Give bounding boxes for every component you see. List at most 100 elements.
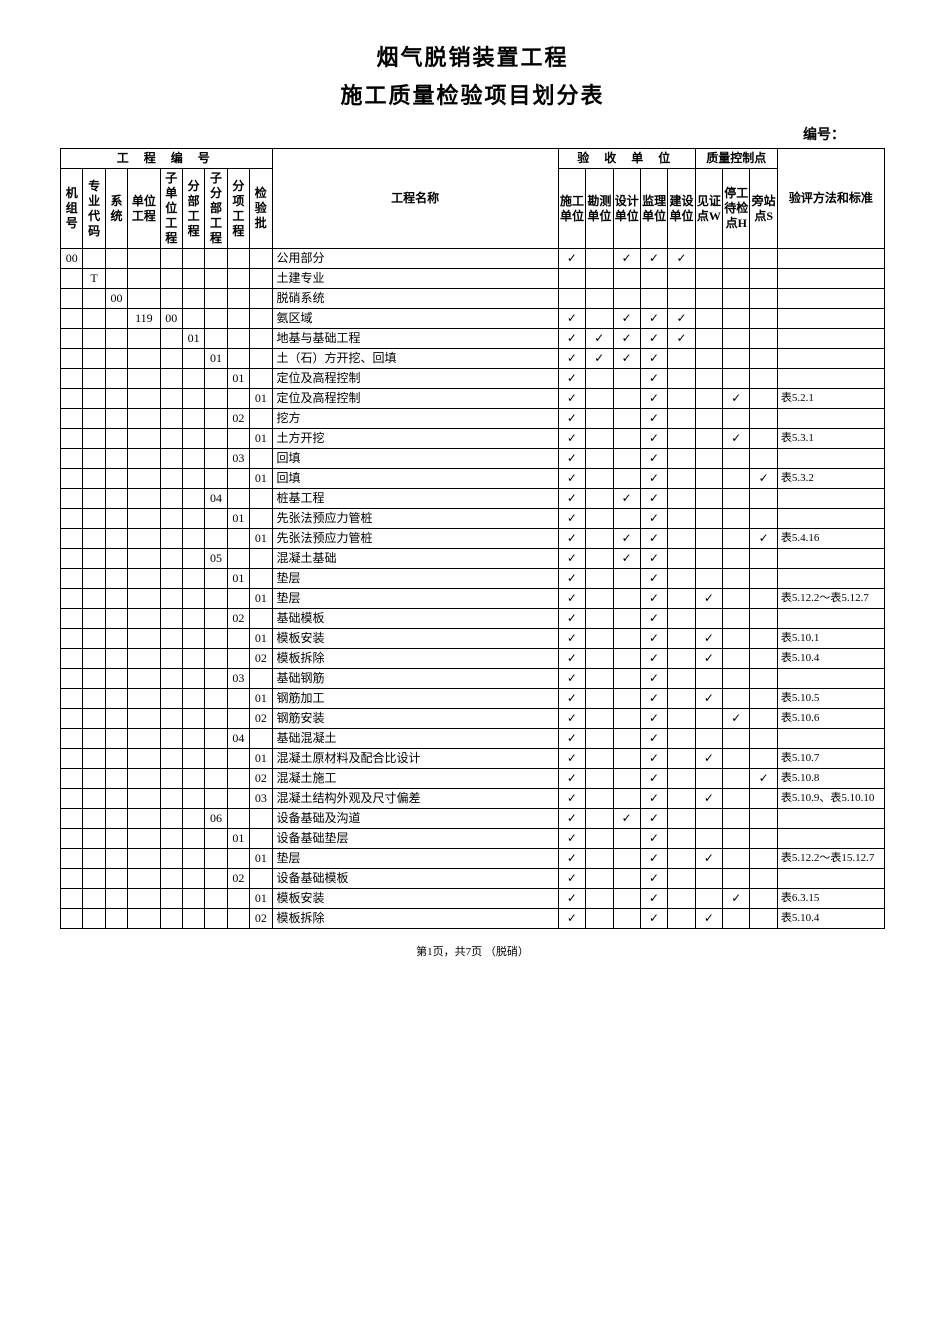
accept-unit-cell: ✓: [640, 429, 667, 449]
table-row: 03基础钢筋✓✓: [61, 669, 885, 689]
standard-cell: 表5.10.4: [777, 909, 884, 929]
code-cell: 01: [227, 569, 249, 589]
standard-cell: 表5.3.1: [777, 429, 884, 449]
accept-unit-cell: ✓: [640, 649, 667, 669]
code-cell: 01: [250, 389, 272, 409]
qc-point-cell: [750, 329, 777, 349]
table-row: 00公用部分✓✓✓✓: [61, 249, 885, 269]
code-cell: 01: [250, 529, 272, 549]
code-cell: 01: [250, 469, 272, 489]
code-cell: [182, 649, 204, 669]
code-cell: [105, 349, 127, 369]
accept-unit-cell: [668, 749, 695, 769]
qc-point-cell: [695, 769, 722, 789]
qc-point-cell: [750, 889, 777, 909]
code-cell: [182, 749, 204, 769]
accept-unit-cell: [586, 249, 613, 269]
accept-unit-cell: ✓: [558, 889, 585, 909]
qc-point-cell: [695, 889, 722, 909]
code-cell: [105, 249, 127, 269]
code-cell: [205, 789, 227, 809]
code-cell: [128, 829, 160, 849]
project-name-cell: 模板拆除: [272, 649, 558, 669]
table-row: 01垫层✓✓✓表5.12.2～表15.12.7: [61, 849, 885, 869]
code-cell: [227, 649, 249, 669]
code-cell: [205, 329, 227, 349]
qc-point-cell: [723, 549, 750, 569]
code-cell: [128, 469, 160, 489]
code-cell: [205, 449, 227, 469]
code-cell: [205, 649, 227, 669]
code-cell: [160, 409, 182, 429]
code-cell: [182, 769, 204, 789]
accept-unit-cell: ✓: [613, 309, 640, 329]
code-cell: [160, 369, 182, 389]
code-cell: 01: [250, 849, 272, 869]
code-cell: [160, 829, 182, 849]
qc-point-cell: [723, 289, 750, 309]
code-cell: [250, 349, 272, 369]
qc-point-cell: [750, 669, 777, 689]
code-cell: [182, 809, 204, 829]
code-cell: [205, 749, 227, 769]
code-cell: 01: [205, 349, 227, 369]
accept-unit-cell: [586, 769, 613, 789]
code-cell: [160, 769, 182, 789]
code-cell: [227, 529, 249, 549]
hdr-accept-unit-group: 验 收 单 位: [558, 149, 695, 169]
code-cell: [105, 789, 127, 809]
accept-unit-cell: [668, 389, 695, 409]
code-cell: 01: [250, 689, 272, 709]
code-cell: [205, 529, 227, 549]
accept-unit-cell: ✓: [640, 889, 667, 909]
hdr-div-proj: 分部工程: [182, 169, 204, 249]
code-cell: [128, 509, 160, 529]
code-cell: [160, 749, 182, 769]
accept-unit-cell: [668, 469, 695, 489]
code-cell: [128, 249, 160, 269]
code-cell: [83, 449, 105, 469]
code-cell: [105, 869, 127, 889]
code-cell: [128, 649, 160, 669]
project-name-cell: 先张法预应力管桩: [272, 509, 558, 529]
qc-point-cell: [750, 369, 777, 389]
code-cell: [128, 669, 160, 689]
accept-unit-cell: [668, 849, 695, 869]
qc-point-cell: ✓: [695, 749, 722, 769]
qc-point-cell: [723, 469, 750, 489]
code-cell: [205, 409, 227, 429]
code-cell: [61, 569, 83, 589]
hdr-item-proj: 分项工程: [227, 169, 249, 249]
code-cell: [105, 369, 127, 389]
code-cell: [182, 489, 204, 509]
code-cell: [227, 309, 249, 329]
code-cell: [128, 609, 160, 629]
code-cell: [83, 489, 105, 509]
code-cell: 01: [227, 509, 249, 529]
accept-unit-cell: ✓: [640, 749, 667, 769]
accept-unit-cell: [613, 729, 640, 749]
accept-unit-cell: [586, 729, 613, 749]
accept-unit-cell: [613, 889, 640, 909]
accept-unit-cell: ✓: [640, 789, 667, 809]
qc-point-cell: [750, 609, 777, 629]
accept-unit-cell: ✓: [668, 309, 695, 329]
standard-cell: [777, 809, 884, 829]
qc-point-cell: [750, 489, 777, 509]
code-cell: [182, 569, 204, 589]
accept-unit-cell: [586, 469, 613, 489]
standard-cell: 表5.10.1: [777, 629, 884, 649]
table-row: 02基础模板✓✓: [61, 609, 885, 629]
qc-point-cell: [695, 429, 722, 449]
qc-point-cell: [750, 289, 777, 309]
table-row: 05混凝土基础✓✓✓: [61, 549, 885, 569]
hdr-design-unit: 设计单位: [613, 169, 640, 249]
accept-unit-cell: [586, 789, 613, 809]
qc-point-cell: [723, 449, 750, 469]
code-cell: [61, 469, 83, 489]
accept-unit-cell: [586, 749, 613, 769]
accept-unit-cell: [613, 449, 640, 469]
code-cell: [205, 889, 227, 909]
qc-point-cell: [695, 349, 722, 369]
code-cell: [83, 709, 105, 729]
